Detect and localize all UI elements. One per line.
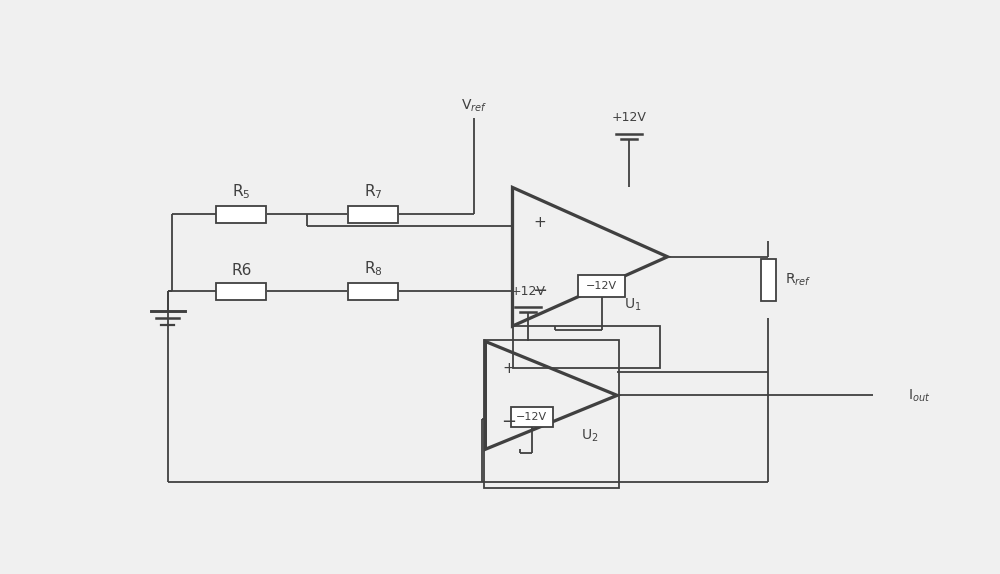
Text: −: − [532, 282, 547, 300]
Text: I$_{out}$: I$_{out}$ [908, 387, 930, 404]
Text: R$_8$: R$_8$ [364, 259, 382, 278]
Bar [484, 340, 619, 488]
Bar [348, 206, 398, 223]
Text: +12V: +12V [511, 285, 545, 297]
Text: +: + [502, 361, 515, 376]
Bar [512, 326, 660, 369]
Text: R$_5$: R$_5$ [232, 182, 251, 200]
Text: U$_1$: U$_1$ [624, 296, 641, 313]
Bar [348, 283, 398, 300]
Bar [761, 259, 776, 301]
Text: R$_7$: R$_7$ [364, 182, 382, 200]
Text: −: − [501, 413, 516, 431]
Text: +12V: +12V [611, 111, 646, 125]
Text: R6: R6 [231, 262, 251, 278]
Bar [578, 276, 625, 297]
Text: R$_{ref}$: R$_{ref}$ [785, 272, 812, 288]
Text: −12V: −12V [586, 281, 617, 291]
Text: +: + [533, 215, 546, 230]
Text: −12V: −12V [516, 412, 547, 422]
Bar [216, 206, 266, 223]
Text: V$_{ref}$: V$_{ref}$ [461, 98, 487, 114]
Bar [216, 283, 266, 300]
Text: U$_2$: U$_2$ [581, 427, 599, 444]
Bar [511, 407, 553, 427]
